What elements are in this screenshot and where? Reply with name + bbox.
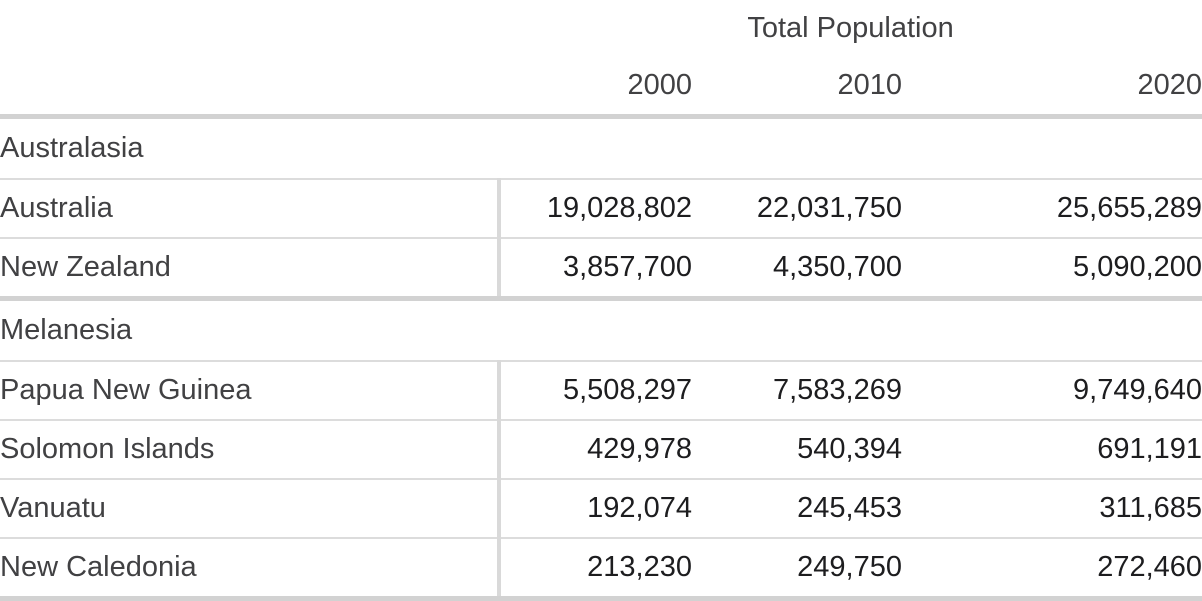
table-row-vanuatu: Vanuatu 192,074 245,453 311,685 [0,479,1202,539]
group-label: Australasia [0,116,1202,180]
column-header-2000: 2000 [499,57,692,119]
table-row-papua-new-guinea: Papua New Guinea 5,508,297 7,583,269 9,7… [0,361,1202,421]
value-2000: 429,978 [499,420,692,480]
group-label: Melanesia [0,298,1202,362]
corner-spacer-cell [0,57,499,119]
value-2020: 5,090,200 [902,238,1202,301]
table-title: Total Population [747,12,954,44]
country-label: Solomon Islands [0,420,501,480]
corner-spacer-cell [0,0,499,57]
column-header-2020: 2020 [902,57,1202,119]
country-label: Papua New Guinea [0,361,501,421]
country-label: New Caledonia [0,538,501,601]
country-label: Vanuatu [0,479,501,539]
value-2000: 192,074 [499,479,692,539]
group-row-melanesia: Melanesia [0,298,1202,362]
table-row-australia: Australia 19,028,802 22,031,750 25,655,2… [0,179,1202,239]
value-2020: 691,191 [902,420,1202,480]
value-2010: 7,583,269 [692,361,902,421]
value-2010: 540,394 [692,420,902,480]
year-header-row: 2000 2010 2020 [0,57,1202,119]
value-2000: 19,028,802 [499,179,692,239]
value-2020: 272,460 [902,538,1202,601]
table-row-new-zealand: New Zealand 3,857,700 4,350,700 5,090,20… [0,238,1202,301]
value-2010: 249,750 [692,538,902,601]
value-2010: 4,350,700 [692,238,902,301]
value-2020: 311,685 [902,479,1202,539]
table-title-row: Total Population [0,0,1202,57]
table-row-solomon-islands: Solomon Islands 429,978 540,394 691,191 [0,420,1202,480]
value-2000: 3,857,700 [499,238,692,301]
value-2010: 22,031,750 [692,179,902,239]
value-2010: 245,453 [692,479,902,539]
value-2020: 25,655,289 [902,179,1202,239]
country-label: New Zealand [0,238,501,301]
value-2020: 9,749,640 [902,361,1202,421]
group-row-australasia: Australasia [0,116,1202,180]
column-header-2010: 2010 [692,57,902,119]
value-2000: 5,508,297 [499,361,692,421]
table-row-new-caledonia: New Caledonia 213,230 249,750 272,460 [0,538,1202,601]
value-2000: 213,230 [499,538,692,601]
country-label: Australia [0,179,501,239]
